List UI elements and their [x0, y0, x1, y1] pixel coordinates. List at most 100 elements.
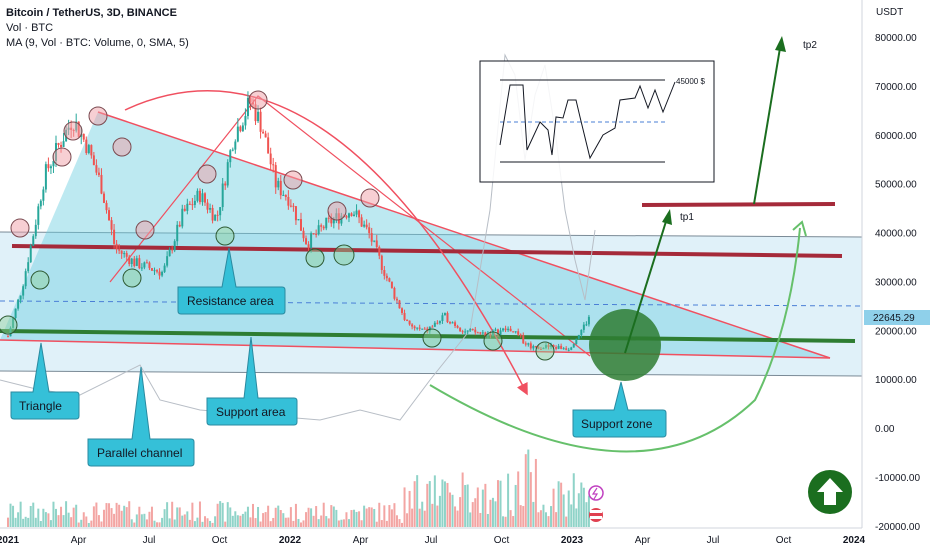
arrow-to-tp2 — [753, 41, 782, 205]
volume-bar — [115, 502, 118, 527]
volume-bar — [479, 512, 482, 527]
volume-bar — [168, 518, 171, 527]
volume-bar — [229, 507, 232, 527]
x-tick-label: Apr — [635, 535, 651, 546]
event-icons — [588, 485, 604, 522]
volume-bar — [547, 516, 550, 527]
x-axis-panel — [0, 528, 932, 550]
candle-body — [471, 329, 474, 331]
candle-body — [550, 345, 553, 348]
candle-body — [105, 202, 108, 211]
volume-bar — [315, 506, 318, 527]
candle-body — [509, 328, 512, 332]
candle-body — [565, 348, 568, 350]
candle-body — [231, 149, 234, 151]
candle-body — [378, 246, 381, 256]
candle-body — [489, 333, 492, 336]
candle-body — [580, 329, 583, 335]
volume-bar — [105, 503, 108, 527]
volume-bar — [529, 472, 532, 527]
volume-bar — [251, 503, 254, 527]
y-axis-panel — [862, 0, 932, 550]
x-tick-label: 2022 — [279, 535, 302, 546]
x-tick-label: Apr — [71, 535, 87, 546]
volume-bar — [140, 514, 143, 527]
volume-bar — [166, 502, 169, 527]
candle-body — [156, 270, 159, 272]
volume-bar — [82, 512, 85, 527]
volume-bar — [148, 511, 151, 527]
candle-body — [166, 256, 169, 266]
candle-body — [143, 262, 146, 268]
candle-body — [47, 164, 50, 169]
candle-body — [358, 210, 361, 218]
volume-bar — [231, 515, 234, 527]
volume-bar — [57, 515, 60, 527]
support-line — [0, 329, 856, 343]
candle-body — [491, 330, 494, 336]
candle-body — [380, 255, 383, 271]
candle-body — [239, 126, 242, 132]
candle-body — [60, 144, 63, 147]
candle-body — [153, 270, 156, 272]
y-tick-label: 60000.00 — [875, 131, 917, 142]
candle-body — [302, 230, 305, 239]
candle-body — [494, 329, 497, 331]
volume-bar — [469, 512, 472, 527]
candle-body — [307, 244, 310, 248]
volume-bar — [537, 512, 540, 527]
candle-body — [317, 225, 320, 235]
candle-body — [297, 219, 300, 221]
tp2-label: tp2 — [803, 40, 817, 51]
candle-body — [375, 240, 378, 247]
volume-bar — [572, 473, 575, 527]
candle-body — [587, 316, 590, 325]
volume-indicator-label[interactable]: Vol · BTC — [6, 22, 54, 34]
high-circles — [10, 90, 380, 240]
candle-body — [486, 333, 489, 336]
candle-body — [484, 332, 487, 336]
volume-bar — [466, 484, 469, 527]
candle-body — [423, 328, 426, 330]
candle-body — [49, 166, 52, 169]
candle-body — [350, 213, 353, 217]
volume-bar — [29, 505, 32, 527]
volume-bar — [413, 481, 416, 527]
volume-bar — [14, 517, 17, 527]
x-tick-label: Jul — [425, 535, 438, 546]
volume-bar — [75, 504, 78, 527]
volume-bar — [368, 507, 371, 527]
volume-bar — [244, 511, 247, 527]
candle-body — [42, 189, 45, 201]
inset-price-label: 45000 $ — [676, 77, 705, 86]
candle-body — [158, 271, 161, 276]
candle-body — [537, 346, 540, 349]
volume-bar — [12, 505, 15, 527]
volume-bar — [406, 513, 409, 527]
candle-body — [241, 125, 244, 132]
candle-body — [118, 249, 121, 251]
candle-body — [100, 174, 103, 194]
y-tick-label: -20000.00 — [875, 522, 920, 533]
volume-bar — [204, 516, 207, 527]
volume-bar — [193, 521, 196, 527]
symbol-title[interactable]: Bitcoin / TetherUS, 3D, BINANCE — [6, 7, 177, 19]
volume-bar — [550, 506, 553, 527]
volume-bar — [355, 511, 358, 527]
candle-body — [418, 327, 421, 329]
candle-body — [360, 217, 363, 227]
candle-body — [259, 111, 262, 132]
candle-body — [481, 332, 484, 334]
resistance-line — [11, 244, 843, 258]
volume-bar — [560, 482, 563, 527]
ma-indicator-label[interactable]: MA (9, Vol · BTC: Volume, 0, SMA, 5) — [6, 37, 189, 49]
candle-body — [449, 322, 452, 324]
candle-body — [499, 330, 502, 335]
volume-bar — [113, 513, 116, 527]
volume-bar — [395, 515, 398, 527]
candle-body — [244, 116, 247, 126]
volume-bar — [534, 458, 537, 527]
candle-body — [370, 233, 373, 242]
candle-body — [85, 139, 88, 153]
